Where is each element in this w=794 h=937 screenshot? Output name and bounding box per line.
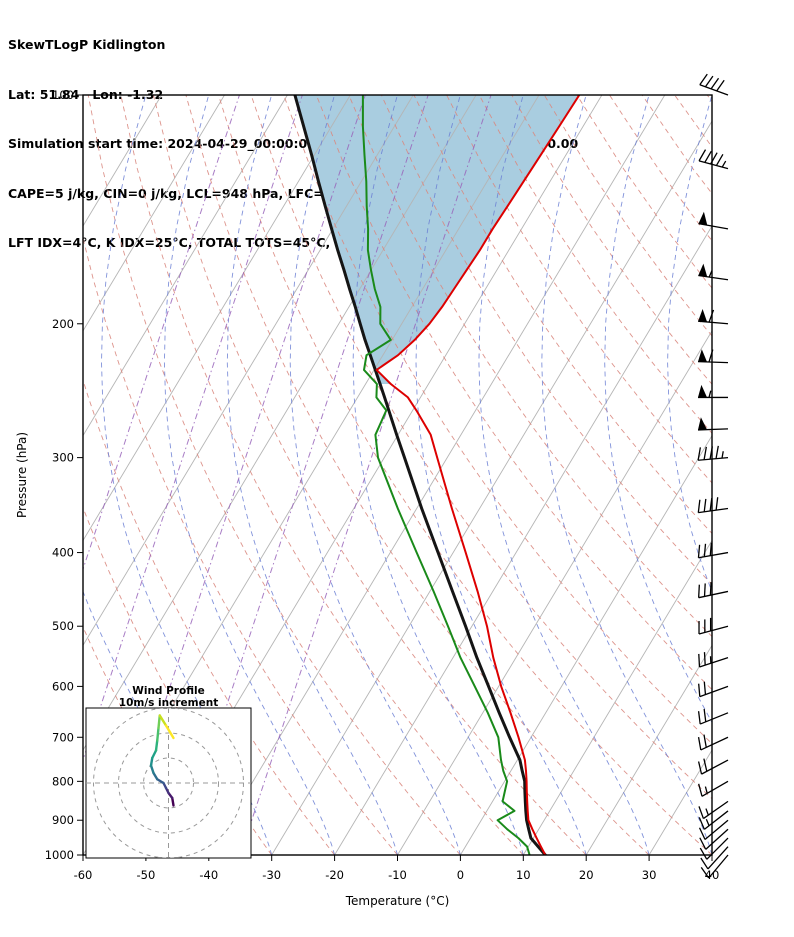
mixing-ratio-lines (83, 95, 492, 855)
x-tick-label: -20 (325, 868, 344, 882)
y-tick-label: 600 (52, 679, 74, 693)
x-tick-label: -40 (199, 868, 218, 882)
x-tick-label: 30 (642, 868, 657, 882)
dewpoint-curve (361, 95, 531, 855)
x-tick-label: 10 (516, 868, 531, 882)
x-axis: -60-50-40-30-20-10010203040Temperature (… (74, 855, 719, 908)
y-tick-label: 700 (52, 730, 74, 744)
hodograph-title: Wind Profile (132, 685, 204, 697)
y-tick-label: 800 (52, 774, 74, 788)
y-tick-label: 1000 (45, 848, 74, 862)
y-axis-label: Pressure (hPa) (15, 432, 29, 518)
y-tick-label: 200 (52, 317, 74, 331)
x-tick-label: 20 (579, 868, 594, 882)
header-title: SkewTLogP Kidlington (8, 37, 166, 52)
y-tick-label: 400 (52, 546, 74, 560)
y-tick-label: 100 (52, 88, 74, 102)
x-tick-label: -60 (74, 868, 93, 882)
x-tick-label: -30 (262, 868, 281, 882)
x-axis-label: Temperature (°C) (345, 894, 450, 908)
y-tick-label: 500 (52, 619, 74, 633)
x-tick-label: -10 (388, 868, 407, 882)
hodograph-grid (86, 708, 251, 858)
wind-barbs (697, 73, 729, 879)
y-tick-label: 900 (52, 813, 74, 827)
y-tick-label: 300 (52, 451, 74, 465)
y-axis: 100 200 300 400 500 600 700 800 900 1000 Pressure … (15, 88, 83, 862)
cape-shading (294, 95, 580, 384)
hodograph-subtitle: 10m/s increment (119, 697, 218, 709)
temperature-curve (375, 95, 581, 855)
x-tick-label: -50 (137, 868, 156, 882)
x-tick-label: 0 (457, 868, 464, 882)
hodograph-trace (149, 714, 175, 807)
parcel-curve (293, 95, 547, 855)
